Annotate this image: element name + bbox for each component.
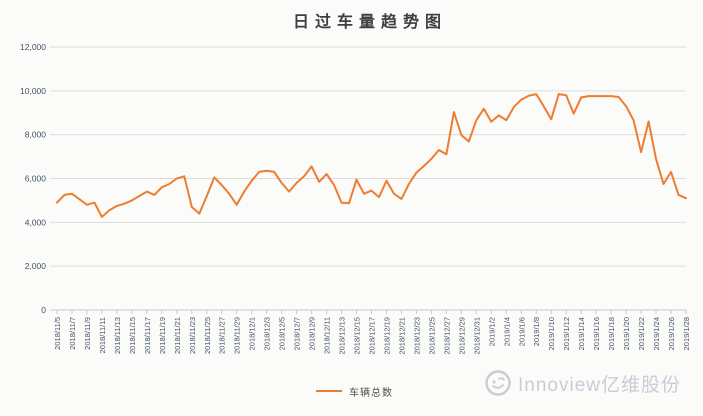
y-tick-label: 8,000 [25,130,47,140]
x-tick-label: 2018/11/5 [53,317,62,350]
x-tick-label: 2018/11/7 [68,317,77,350]
x-tick-label: 2018/12/1 [248,317,257,350]
x-tick-label: 2018/11/9 [83,317,92,350]
x-tick-label: 2018/12/5 [278,317,287,350]
series-line [56,93,687,218]
x-tick-label: 2018/12/9 [308,317,317,350]
chart-title: 日过车量趋势图 [292,14,447,31]
y-tick-label: 4,000 [25,217,47,227]
x-tick-label: 2018/12/19 [382,317,391,355]
x-tick-label: 2019/1/8 [532,317,541,346]
x-tick-label: 2018/11/29 [233,317,242,354]
x-tick-label: 2018/11/21 [173,317,182,354]
x-tick-label: 2019/1/20 [622,317,631,350]
x-tick-label: 2019/1/12 [562,317,571,350]
x-tick-label: 2018/12/7 [293,317,302,350]
x-tick-label: 2018/12/23 [412,317,421,355]
x-tick-label: 2018/11/17 [143,317,152,354]
y-tick-label: 2,000 [25,261,47,271]
x-tick-label: 2018/11/25 [203,317,212,354]
x-tick-label: 2019/1/4 [502,317,511,346]
x-tick-label: 2018/11/13 [113,317,122,354]
x-tick-label: 2019/1/2 [487,317,496,346]
x-tick-label: 2018/12/11 [323,317,332,354]
x-tick-label: 2019/1/18 [607,317,616,350]
y-tick-label: 6,000 [25,174,47,184]
x-tick-label: 2019/1/14 [577,317,586,350]
legend-line-swatch [316,390,342,392]
x-tick-label: 2018/12/21 [397,317,406,355]
legend-label: 车辆总数 [349,387,393,399]
y-tick-label: 12,000 [20,42,46,52]
x-tick-label: 2018/12/13 [338,317,347,355]
x-tick-label: 2018/12/31 [472,317,481,355]
x-tick-label: 2019/1/22 [637,317,646,350]
x-tick-label: 2018/11/11 [98,317,107,353]
x-tick-label: 2018/12/25 [427,317,436,355]
x-tick-label: 2019/1/24 [652,317,661,350]
x-tick-label: 2019/1/10 [547,317,556,350]
x-tick-label: 2019/1/6 [517,317,526,346]
x-tick-label: 2018/11/23 [188,317,197,354]
x-tick-label: 2018/12/29 [457,317,466,355]
x-tick-label: 2018/11/27 [218,317,227,354]
x-tick-label: 2019/1/28 [682,317,691,350]
x-tick-label: 2018/12/15 [353,317,362,355]
x-tick-label: 2019/1/16 [592,317,601,350]
x-tick-label: 2018/11/19 [158,317,167,354]
y-tick-label: 10,000 [20,86,46,96]
x-tick-label: 2018/12/3 [263,317,272,350]
chart-legend: 车辆总数 [316,384,393,399]
x-tick-label: 2018/12/27 [442,317,451,355]
x-tick-label: 2019/1/26 [667,317,676,350]
y-tick-label: 0 [41,305,46,315]
x-tick-label: 2018/11/15 [128,317,137,354]
x-tick-label: 2018/12/17 [368,317,377,355]
